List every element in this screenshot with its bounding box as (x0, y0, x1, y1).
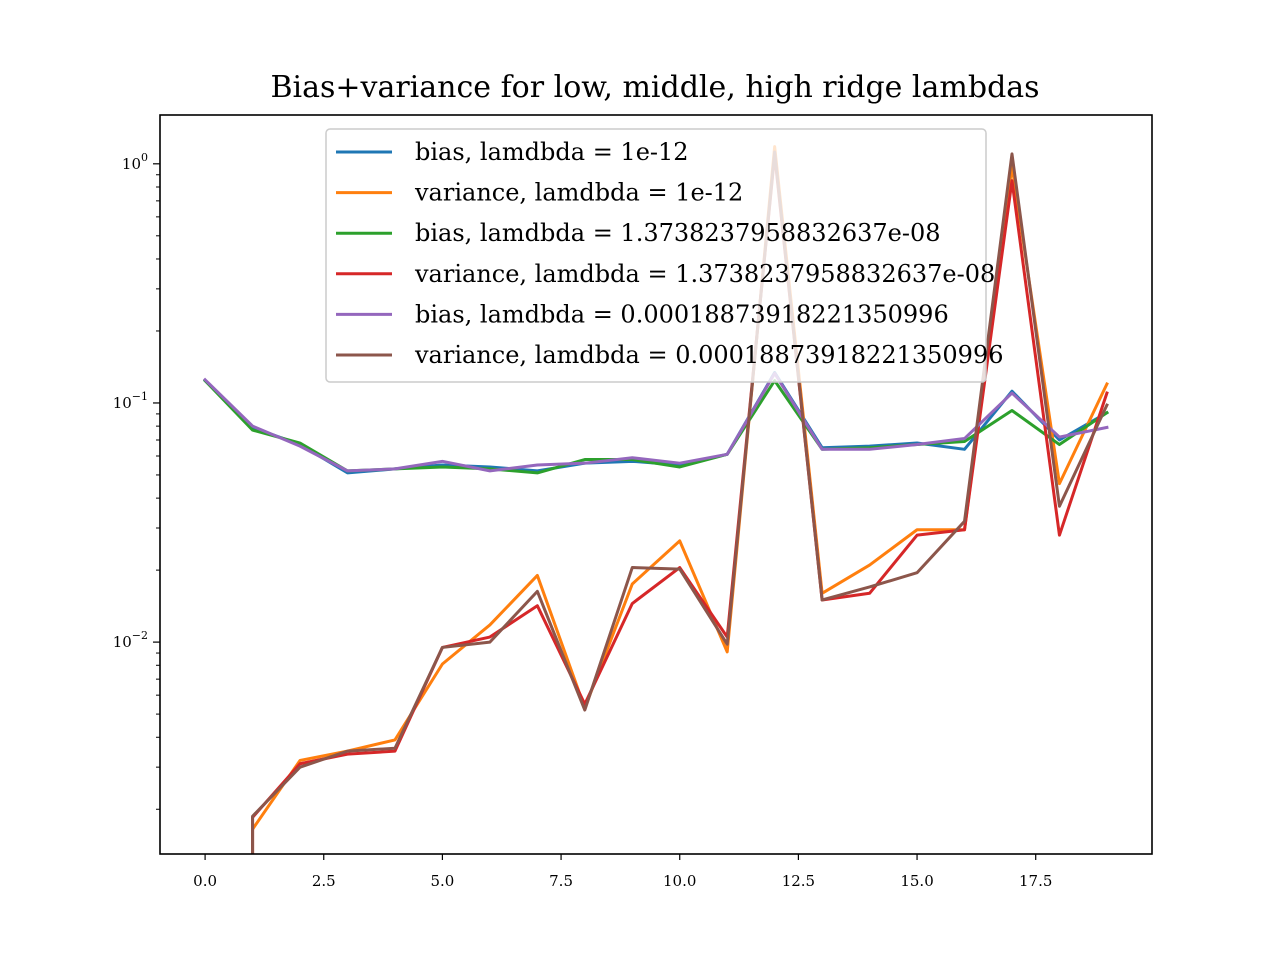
x-tick-label: 15.0 (900, 872, 933, 890)
chart-title: Bias+variance for low, middle, high ridg… (270, 70, 1039, 105)
legend: bias, lamdbda = 1e-12 variance, lamdbda =… (325, 128, 1003, 383)
legend-box (325, 128, 987, 383)
x-tick-label: 2.5 (312, 872, 336, 890)
plot-frame (159, 114, 1153, 855)
y-tick-label: 10−1 (113, 390, 148, 412)
x-tick-label: 5.0 (430, 872, 454, 890)
series-line-5 (202, 371, 1109, 473)
legend-label: bias, lamdbda = 1e-12 (415, 138, 689, 166)
y-tick-label: 10−2 (113, 629, 148, 651)
x-tick-label: 17.5 (1019, 872, 1052, 890)
legend-label: variance, lamdbda = 1.3738237958832637e-… (414, 260, 995, 288)
series-line-6 (251, 150, 1109, 854)
x-tick-label: 7.5 (549, 872, 573, 890)
legend-label: variance, lamdbda = 0.000188739182213509… (414, 341, 1003, 369)
legend-label: variance, lamdbda = 1e-12 (414, 179, 743, 207)
y-tick-label: 100 (122, 151, 148, 173)
x-tick-label: 12.5 (782, 872, 815, 890)
legend-label: bias, lamdbda = 0.00018873918221350996 (415, 300, 949, 328)
legend-label: bias, lamdbda = 1.3738237958832637e-08 (415, 219, 941, 247)
series-layer (202, 145, 1109, 854)
y-axis: 100 10−1 10−2 (113, 151, 160, 810)
x-tick-label: 0.0 (193, 872, 217, 890)
x-tick-label: 10.0 (663, 872, 696, 890)
x-axis: 0.0 2.5 5.0 7.5 10.0 12.5 15.0 17.5 (193, 854, 1052, 890)
